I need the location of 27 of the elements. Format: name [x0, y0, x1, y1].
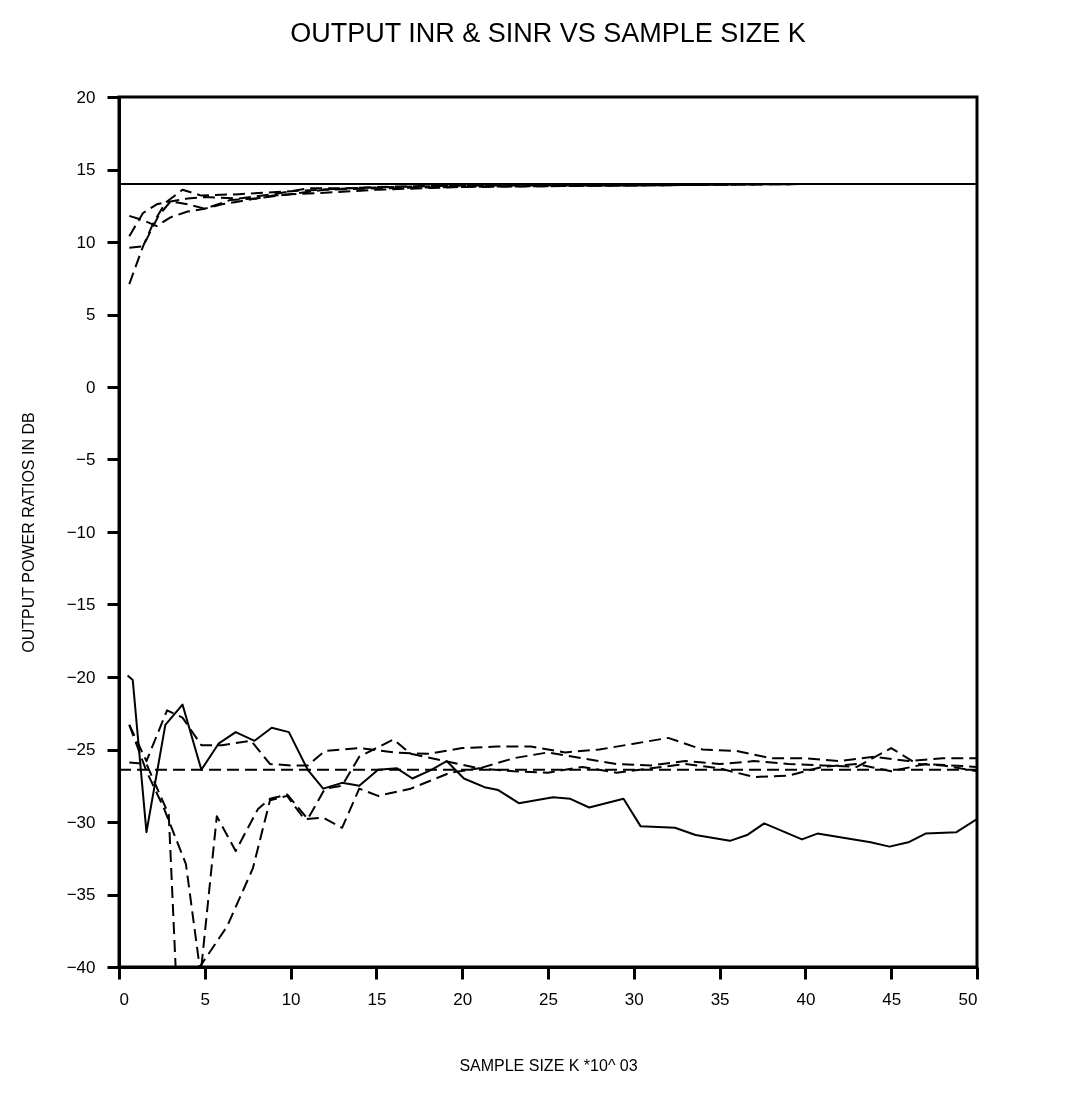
x-tick-label: 50: [958, 989, 978, 1009]
x-tick-label: 45: [882, 989, 902, 1009]
x-axis-title: SAMPLE SIZE K *10^ 03: [459, 1056, 638, 1074]
x-tick-label: 25: [539, 989, 558, 1009]
x-tick-label: 40: [796, 989, 816, 1009]
x-tick-label: 0: [119, 989, 129, 1009]
x-tick-label: 20: [453, 989, 473, 1009]
y-tick-label: 0: [86, 377, 96, 397]
y-tick-label: −10: [66, 522, 96, 542]
x-tick-label: 10: [281, 989, 301, 1009]
x-tick-label: 30: [624, 989, 644, 1009]
y-axis-title: OUTPUT POWER RATIOS IN DB: [19, 412, 37, 653]
y-tick-label: −20: [66, 667, 96, 687]
y-tick-label: −30: [66, 812, 96, 832]
y-tick-label: −35: [66, 885, 96, 904]
y-tick-label: 5: [86, 305, 96, 324]
x-tick-label: 5: [200, 989, 211, 1009]
y-tick-label: −15: [66, 595, 96, 614]
chart-title: OUTPUT INR & SINR VS SAMPLE SIZE K: [290, 18, 806, 48]
y-tick-label: 15: [76, 160, 96, 179]
y-tick-label: −25: [66, 740, 96, 759]
y-tick-label: −5: [76, 450, 96, 469]
y-tick-label: 20: [76, 87, 96, 107]
y-tick-label: 10: [76, 232, 96, 252]
x-tick-label: 15: [367, 989, 387, 1009]
x-tick-label: 35: [710, 989, 730, 1009]
y-tick-label: −40: [66, 957, 96, 977]
